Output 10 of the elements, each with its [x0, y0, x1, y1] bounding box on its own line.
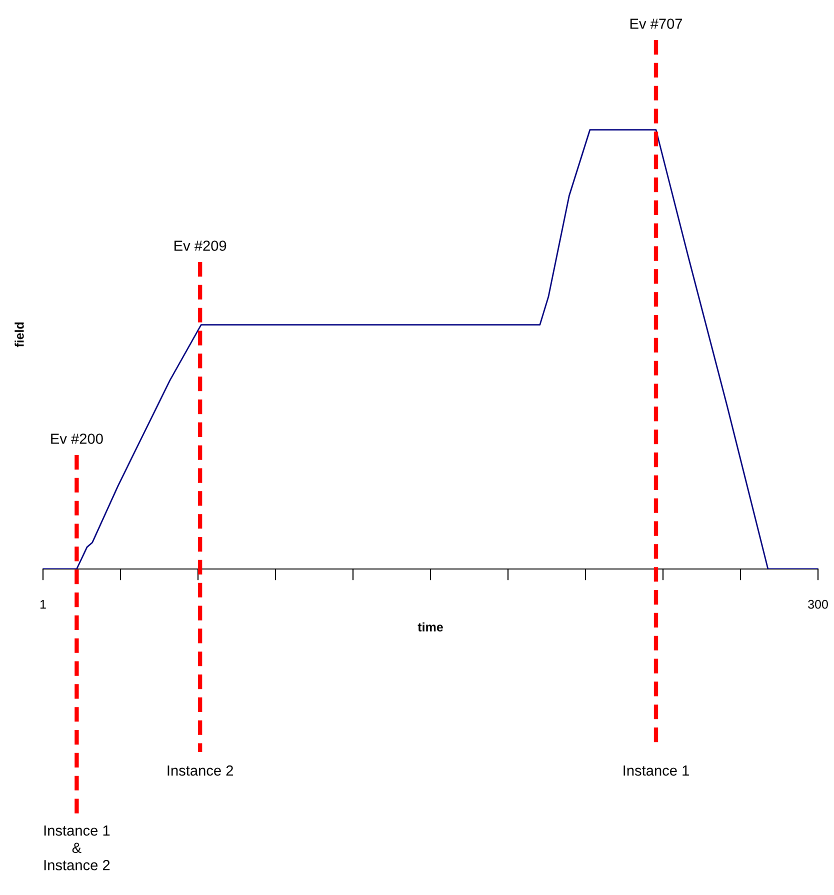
y-axis-title: field — [14, 322, 24, 348]
ref-line-label: Ev #209 — [174, 240, 226, 251]
text: Instance 1 — [624, 766, 689, 776]
ref-line-label: Ev #200 — [51, 434, 103, 444]
text: Instance 2 — [168, 765, 233, 776]
x-tick-label: 1 — [40, 600, 46, 609]
x-tick-label: 300 — [808, 600, 828, 609]
text: Instance 1 & Instance 2 — [44, 826, 110, 870]
x-axis-title: time — [418, 622, 443, 632]
ref-line-label: Ev #707 — [630, 18, 682, 29]
